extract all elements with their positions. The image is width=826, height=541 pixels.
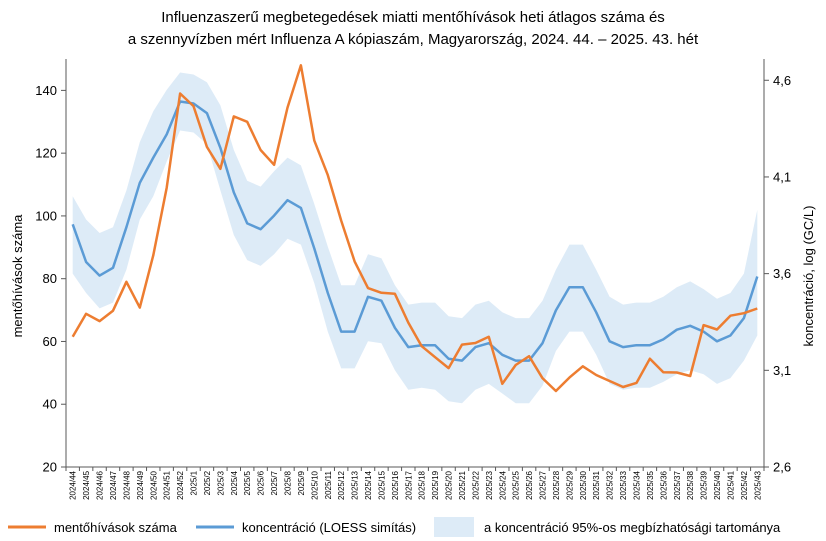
y-tick-label: 20 xyxy=(43,460,57,475)
y-tick-label: 120 xyxy=(35,146,57,161)
x-tick-label: 2025/22 xyxy=(471,470,480,499)
x-tick-label: 2024/51 xyxy=(163,470,172,499)
y2-tick-label: 3,6 xyxy=(773,266,791,281)
x-tick-label: 2025/10 xyxy=(310,470,319,499)
x-tick-label: 2025/38 xyxy=(686,470,695,499)
x-tick-label: 2025/36 xyxy=(659,470,668,499)
x-tick-label: 2025/41 xyxy=(726,470,735,499)
x-tick-label: 2025/4 xyxy=(230,470,239,495)
x-tick-label: 2025/26 xyxy=(525,470,534,499)
x-tick-label: 2025/35 xyxy=(646,470,655,499)
legend-label-concentration: koncentráció (LOESS simítás) xyxy=(242,520,416,535)
confidence-band-layer xyxy=(72,72,758,404)
y-tick-label: 140 xyxy=(35,83,57,98)
x-tick-label: 2025/3 xyxy=(216,470,225,495)
x-tick-label: 2024/44 xyxy=(69,470,78,499)
x-tick-label: 2025/34 xyxy=(633,470,642,499)
x-tick-label: 2025/28 xyxy=(552,470,561,499)
y2-tick-label: 2,6 xyxy=(773,460,791,475)
x-tick-label: 2025/20 xyxy=(445,470,454,499)
series-line-calls xyxy=(71,64,758,393)
x-tick-label: 2025/23 xyxy=(485,470,494,499)
confidence-band-area xyxy=(72,72,758,404)
x-tick-label: 2025/27 xyxy=(539,470,548,499)
x-tick-label: 2025/15 xyxy=(377,470,386,499)
x-tick-label: 2025/6 xyxy=(257,470,266,495)
legend: mentőhívások száma koncentráció (LOESS s… xyxy=(8,517,781,537)
y-tick-label: 40 xyxy=(43,397,57,412)
x-tick-label: 2024/47 xyxy=(109,470,118,499)
x-tick-label: 2024/48 xyxy=(122,470,131,499)
legend-label-calls: mentőhívások száma xyxy=(54,520,178,535)
tick-labels-layer: 20 40 60 80 100 120 140 2,6 3,1 3,6 4,1 4,6 2024/44 2… xyxy=(35,73,791,500)
y-axis-label: mentőhívások száma xyxy=(10,214,25,338)
x-tick-label: 2024/52 xyxy=(176,470,185,499)
x-tick-label: 2025/31 xyxy=(592,470,601,499)
x-tick-label: 2025/2 xyxy=(203,470,212,495)
series-line-concentration xyxy=(71,100,759,362)
x-tick-label: 2024/45 xyxy=(82,470,91,499)
y-tick-label: 60 xyxy=(43,334,57,349)
x-tick-label: 2025/25 xyxy=(512,470,521,499)
x-tick-label: 2025/9 xyxy=(297,470,306,495)
x-tick-label: 2025/37 xyxy=(673,471,682,500)
x-tick-label: 2024/46 xyxy=(96,470,105,499)
x-tick-label: 2025/1 xyxy=(190,470,199,495)
x-tick-label: 2025/7 xyxy=(270,470,279,495)
x-tick-label: 2025/14 xyxy=(364,470,373,499)
y2-tick-label: 4,1 xyxy=(773,169,791,184)
x-tick-label: 2025/21 xyxy=(458,470,467,499)
x-tick-label: 2024/50 xyxy=(149,471,158,500)
x-tick-label: 2025/19 xyxy=(431,470,440,499)
x-tick-label: 2025/33 xyxy=(619,470,628,499)
x-tick-label: 2025/42 xyxy=(740,470,749,499)
x-tick-label: 2025/18 xyxy=(418,470,427,499)
x-tick-label: 2025/32 xyxy=(606,470,615,499)
x-tick-label: 2025/5 xyxy=(243,470,252,495)
y-tick-label: 80 xyxy=(43,271,57,286)
x-tick-label: 2025/30 xyxy=(579,470,588,499)
y2-tick-label: 4,6 xyxy=(773,73,791,88)
x-tick-label: 2025/24 xyxy=(498,471,507,500)
x-tick-label: 2025/16 xyxy=(391,470,400,499)
chart-title-line-2: a szennyvízben mért Influenza A kópiaszá… xyxy=(128,31,699,48)
x-tick-label: 2025/11 xyxy=(324,471,333,500)
x-tick-label: 2025/29 xyxy=(565,470,574,499)
legend-swatch-confidence-band xyxy=(434,517,474,537)
lines-layer xyxy=(71,64,759,393)
y2-axis-label: koncentráció, log (GC/L) xyxy=(801,206,816,347)
axes-layer xyxy=(61,59,769,471)
x-tick-label: 2025/12 xyxy=(337,470,346,499)
x-tick-label: 2025/17 xyxy=(404,470,413,499)
x-tick-label: 2025/8 xyxy=(284,470,293,495)
x-tick-label: 2025/39 xyxy=(700,470,709,499)
x-tick-label: 2025/43 xyxy=(753,470,762,499)
chart-title-line-1: Influenzaszerű megbetegedések miatti men… xyxy=(161,9,665,26)
x-tick-label: 2025/40 xyxy=(713,470,722,499)
y-tick-label: 100 xyxy=(35,208,57,223)
y2-tick-label: 3,1 xyxy=(773,363,791,378)
x-tick-label: 2025/13 xyxy=(351,470,360,499)
legend-label-confidence-band: a koncentráció 95%-os megbízhatósági tar… xyxy=(484,520,781,535)
x-tick-label: 2024/49 xyxy=(136,470,145,499)
